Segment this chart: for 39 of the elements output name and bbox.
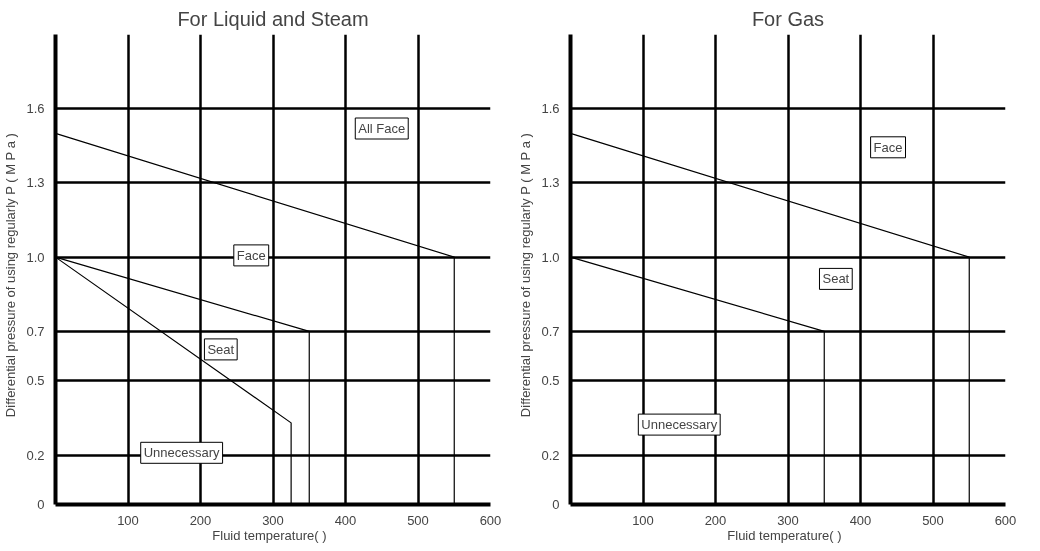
y-axis-title: Differential pressure of using regularly P ( M P a ) xyxy=(3,133,19,418)
x-tick-label: 100 xyxy=(632,512,654,528)
y-tick-label: 0.7 xyxy=(541,323,560,339)
y-tick-label: 1.0 xyxy=(541,249,560,265)
annotation: Seat xyxy=(822,271,850,287)
y-tick-label: 1.3 xyxy=(26,175,45,191)
y-tick-label: 1.0 xyxy=(26,249,45,265)
annotation: Seat xyxy=(207,341,235,357)
x-tick-label: 600 xyxy=(994,512,1017,528)
y-axis-title: Differential pressure of using regularly P ( M P a ) xyxy=(518,133,534,418)
annotation: Unnecessary xyxy=(641,417,718,433)
y-tick-label: 1.6 xyxy=(541,101,560,117)
chart-title: For Gas xyxy=(751,7,825,30)
x-tick-label: 200 xyxy=(189,512,212,528)
x-tick-label: 600 xyxy=(479,512,502,528)
x-tick-label: 500 xyxy=(407,512,429,528)
x-tick-label: 300 xyxy=(777,512,799,528)
y-tick-label: 0.2 xyxy=(26,447,45,463)
x-tick-label: 300 xyxy=(262,512,284,528)
annotation: Face xyxy=(873,139,903,155)
x-tick-label: 100 xyxy=(117,512,139,528)
chart-title: For Liquid and Steam xyxy=(177,7,369,30)
x-axis-title: Fluid temperature( ) xyxy=(212,527,327,543)
y-tick-label: 0 xyxy=(552,497,560,512)
x-tick-label: 200 xyxy=(704,512,727,528)
x-axis-title: Fluid temperature( ) xyxy=(727,527,842,543)
y-tick-label: 0.2 xyxy=(541,447,560,463)
y-tick-label: 0.5 xyxy=(26,373,45,389)
x-tick-label: 400 xyxy=(849,512,872,528)
y-tick-label: 0 xyxy=(37,497,45,512)
y-tick-label: 1.6 xyxy=(26,101,45,117)
y-tick-label: 0.7 xyxy=(26,323,45,339)
x-tick-label: 400 xyxy=(334,512,357,528)
y-tick-label: 0.5 xyxy=(541,373,560,389)
annotation: Face xyxy=(236,247,266,263)
x-tick-label: 500 xyxy=(922,512,944,528)
annotation: Unnecessary xyxy=(143,445,221,461)
y-tick-label: 1.3 xyxy=(541,175,560,191)
annotation: All Face xyxy=(358,121,406,136)
